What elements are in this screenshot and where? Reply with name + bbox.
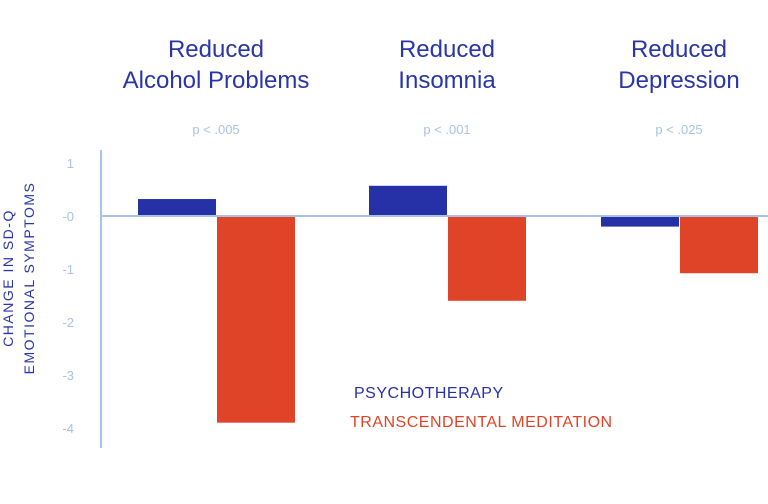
group-title-1-line-2: Alcohol Problems: [123, 67, 310, 94]
p-value-2: p < .001: [423, 122, 470, 137]
y-tick-label-2: -0: [62, 209, 74, 224]
legend-entry-2: TRANSCENDENTAL MEDITATION: [350, 414, 613, 431]
legend-entry-1: PSYCHOTHERAPY: [354, 385, 504, 402]
group-title-2-line-1: Reduced: [399, 36, 495, 63]
bar-psychotherapy-2: [369, 185, 447, 216]
bar-transcendental-meditation-1: [217, 216, 295, 423]
y-axis-label-line-2: EMOTIONAL SYMPTOMS: [21, 182, 37, 375]
group-title-2-line-2: Insomnia: [398, 67, 496, 94]
y-tick-label-3: -1: [62, 262, 74, 277]
bar-transcendental-meditation-3: [680, 216, 758, 274]
p-value-3: p < .025: [655, 122, 702, 137]
y-tick-label-5: -3: [62, 368, 74, 383]
y-axis-label-line-1: CHANGE IN SD-Q: [0, 209, 16, 347]
bar-psychotherapy-3: [601, 216, 679, 227]
y-tick-label-1: 1: [67, 156, 74, 171]
group-title-3-line-1: Reduced: [631, 36, 727, 63]
bar-transcendental-meditation-2: [448, 216, 526, 301]
y-tick-label-6: -4: [62, 421, 74, 436]
group-title-1-line-1: Reduced: [168, 36, 264, 63]
bar-psychotherapy-1: [138, 199, 216, 216]
p-value-1: p < .005: [192, 122, 239, 137]
group-title-3-line-2: Depression: [618, 67, 739, 94]
y-tick-label-4: -2: [62, 315, 74, 330]
